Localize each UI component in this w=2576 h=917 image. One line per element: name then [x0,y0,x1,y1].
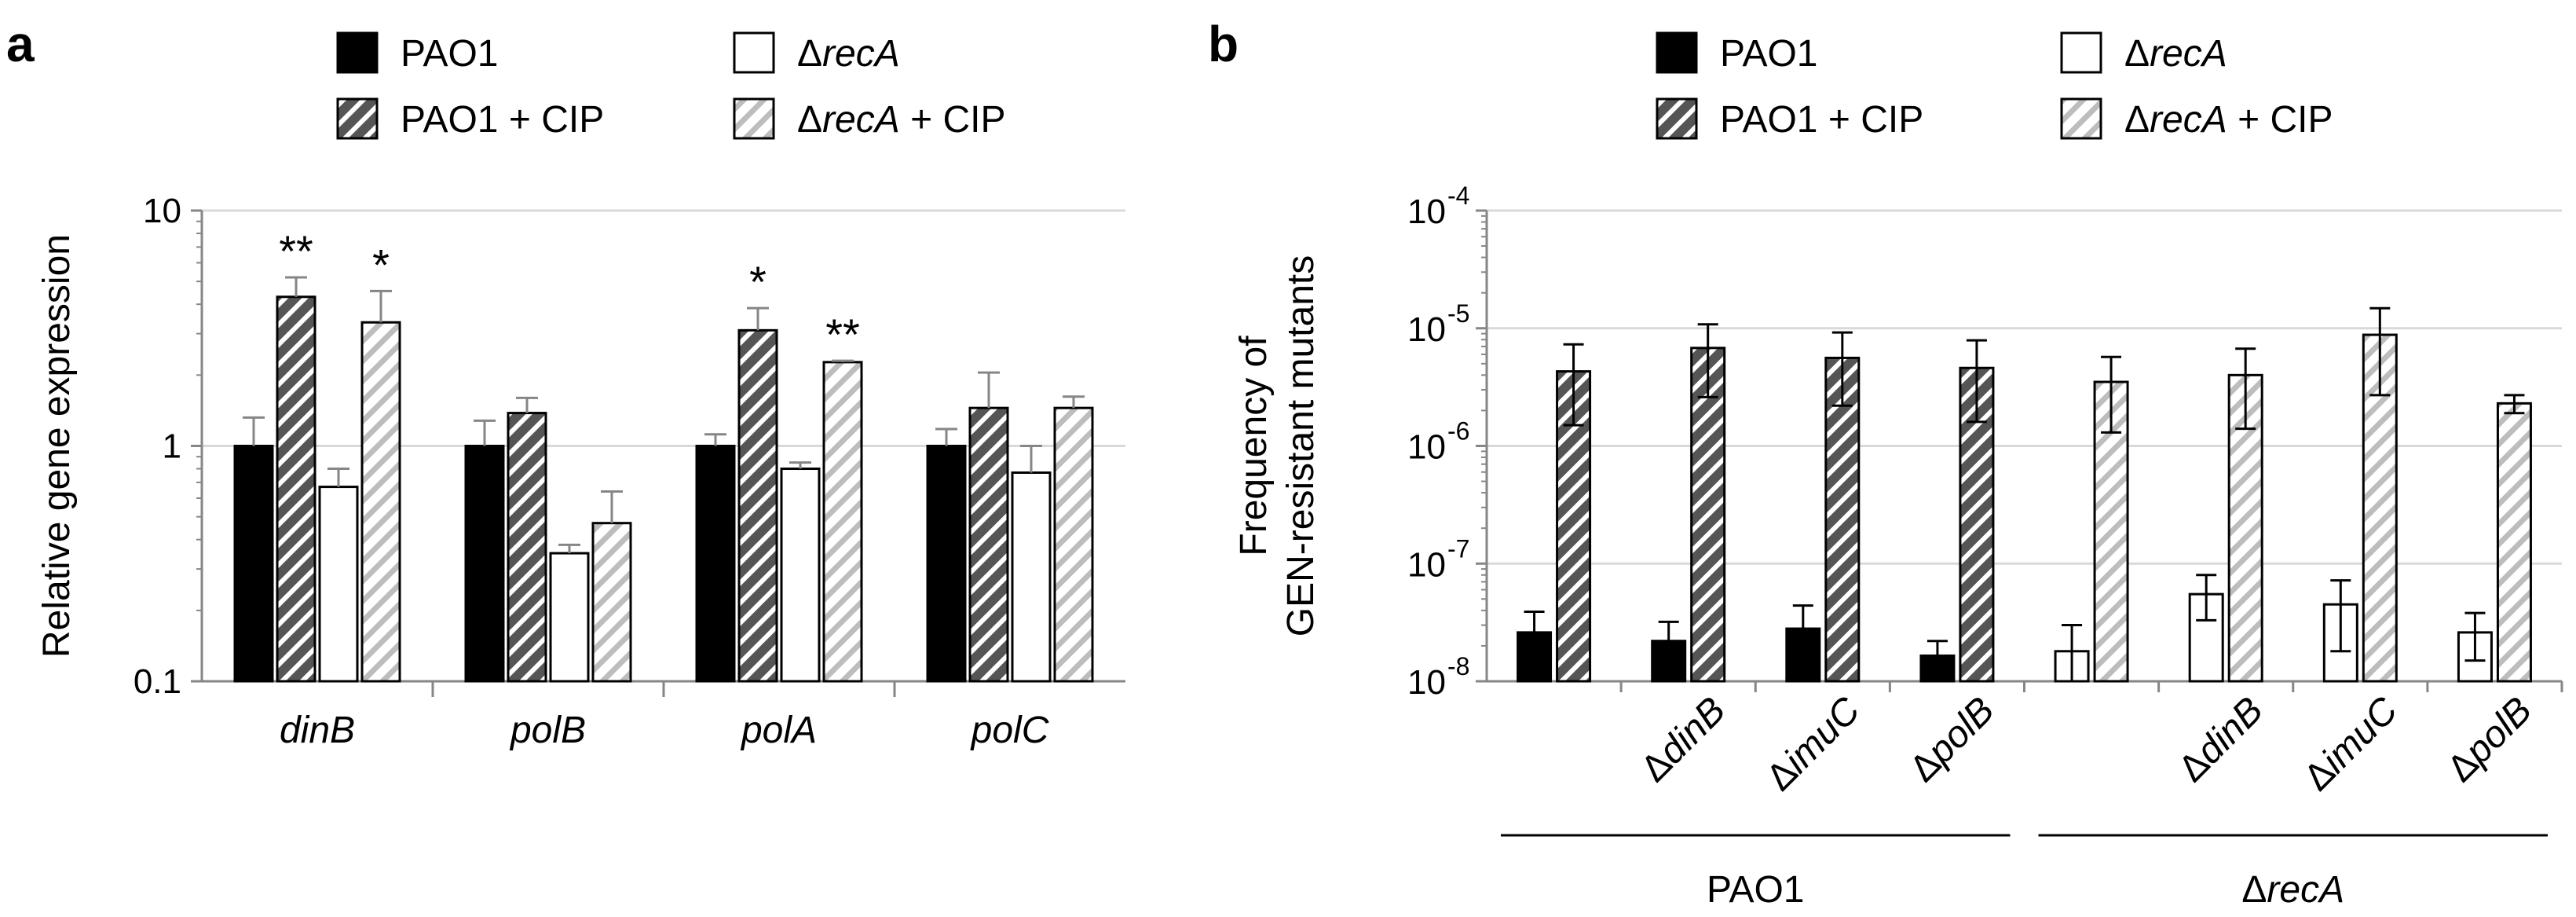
significance-mark: ** [825,310,860,359]
group-label: ΔdinB [2171,689,2271,790]
y-axis-title-line1: Frequency of [1233,336,1275,556]
legend-label-reca: ΔrecA [797,33,900,75]
bar-reca_cip-5 [2227,373,2263,683]
group-label: ΔimuC [2296,689,2406,799]
group-label: ΔpolB [1902,689,2003,790]
bar-pao1-polB [464,445,505,683]
category-label-polC: polC [970,710,1049,751]
y-tick-exponent: -7 [1447,534,1469,563]
bar-pao1_cip-polC [968,406,1009,683]
bar-pao1-dinB [233,445,274,683]
legend-swatch-pao1 [336,31,379,74]
legend-label-reca: ΔrecA [2124,33,2227,75]
legend-label-pao1_cip: PAO1 + CIP [1720,99,1923,141]
strain-group-label: ΔrecA [2241,869,2344,911]
bar-pao1_cip-dinB [276,295,317,683]
y-tick-label: 0.1 [134,662,181,701]
group-label: ΔdinB [1633,689,1733,790]
legend-swatch-reca_cip [733,97,775,140]
y-tick-label: 1 [163,427,181,466]
y-tick-label: 10 [1407,663,1446,702]
y-tick-exponent: -6 [1447,417,1469,446]
panel-b-letter: b [1208,16,1239,72]
legend-swatch-pao1_cip [1656,97,1698,140]
significance-mark: * [749,257,767,306]
significance-mark: * [372,240,390,289]
bar-reca_cip-polC [1053,406,1094,683]
legend-label-reca_cip: ΔrecA + CIP [2124,99,2333,141]
bar-reca_cip-7 [2496,402,2532,683]
bar-pao1-polA [695,445,736,683]
legend-label-reca_cip: ΔrecA + CIP [797,99,1005,141]
bar-reca-polA [780,468,821,683]
bar-pao1_cip-polB [507,412,547,683]
category-label-polA: polA [740,710,817,751]
y-tick-label: 10 [1407,428,1446,467]
bar-reca_cip-polA [822,361,863,683]
bar-reca-polB [549,552,590,683]
legend-swatch-reca [733,31,775,74]
panel-b-legend: PAO1 ΔrecA PAO1 + CIP ΔrecA + CIP [1656,31,2333,141]
bar-pao1-polC [926,445,967,683]
bar-reca_cip-polB [591,522,632,683]
panel-a-letter: a [6,16,35,72]
bar-reca-dinB [318,486,359,683]
strain-group-label: PAO1 [1707,869,1805,911]
bar-pao1_cip-polA [737,328,778,683]
y-tick-exponent: -4 [1447,182,1469,210]
panel-a-chart: a PAO1 ΔrecA PAO1 + CIP ΔrecA + CIP 0.1 1 10 R… [6,16,1125,751]
bar-reca-polC [1011,471,1052,683]
legend-label-pao1: PAO1 [1720,33,1818,75]
significance-mark: ** [279,226,313,276]
bar-reca_cip-dinB [360,321,401,683]
y-tick-label: 10 [1407,193,1446,231]
bar-pao1_cip-2 [1824,356,1861,683]
legend-label-pao1_cip: PAO1 + CIP [401,99,604,141]
y-tick-label: 10 [1407,310,1446,349]
legend-swatch-pao1_cip [336,97,379,140]
y-axis-title: Relative gene expression [36,234,78,658]
y-tick-label: 10 [143,192,181,230]
y-tick-label: 10 [1407,545,1446,584]
category-label-polB: polB [509,710,586,751]
category-label-dinB: dinB [280,710,355,751]
legend-swatch-pao1 [1656,31,1698,74]
y-tick-exponent: -5 [1447,299,1469,328]
y-axis-title-line2: GEN-resistant mutants [1280,255,1322,636]
legend-swatch-reca_cip [2060,97,2102,140]
group-label: ΔimuC [1758,689,1868,799]
group-label: ΔpolB [2439,689,2540,790]
y-tick-exponent: -8 [1447,652,1469,680]
legend-label-pao1: PAO1 [401,33,499,75]
panel-a-legend: PAO1 ΔrecA PAO1 + CIP ΔrecA + CIP [336,31,1005,141]
legend-swatch-reca [2060,31,2102,74]
bar-pao1_cip-1 [1690,347,1726,683]
